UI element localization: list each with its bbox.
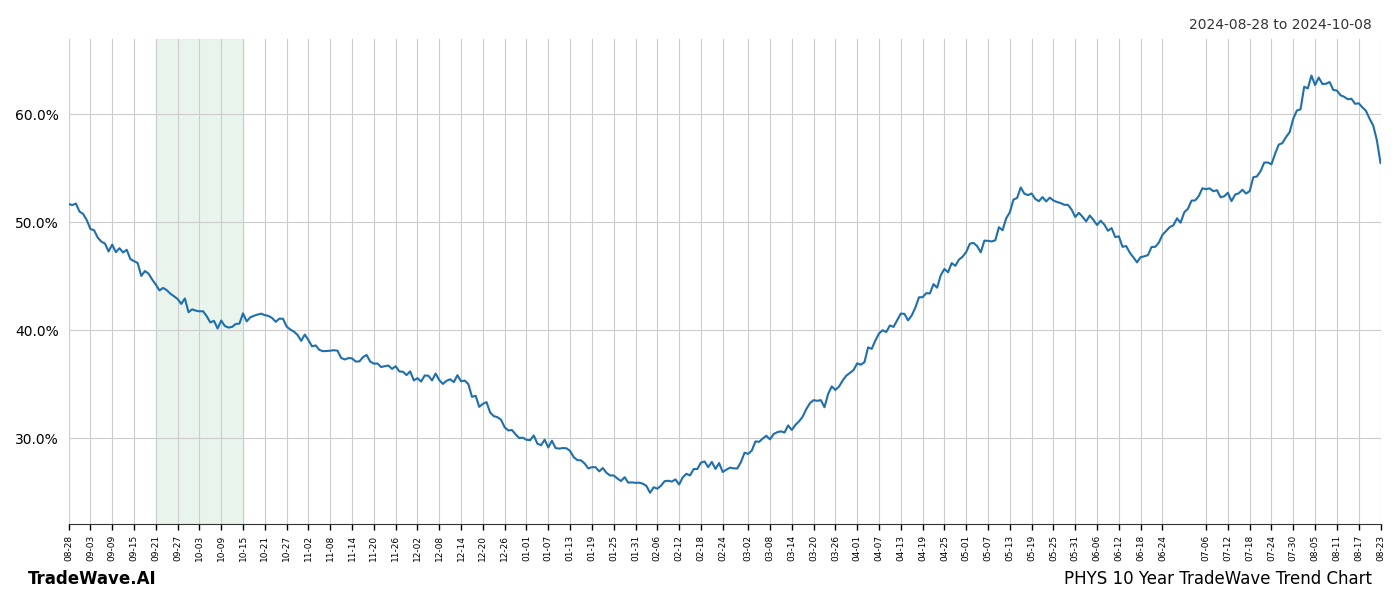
Text: PHYS 10 Year TradeWave Trend Chart: PHYS 10 Year TradeWave Trend Chart [1064, 570, 1372, 588]
Text: TradeWave.AI: TradeWave.AI [28, 570, 157, 588]
Bar [155, 39, 244, 524]
Text: 2024-08-28 to 2024-10-08: 2024-08-28 to 2024-10-08 [1189, 18, 1372, 32]
